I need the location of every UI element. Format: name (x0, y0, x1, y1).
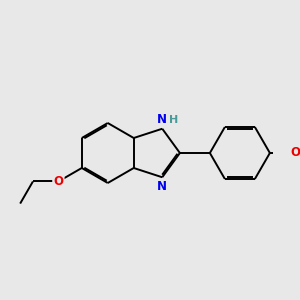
Text: O: O (53, 175, 63, 188)
Text: H: H (169, 115, 178, 125)
Text: O: O (290, 146, 300, 160)
Text: N: N (157, 113, 167, 126)
Text: N: N (157, 180, 167, 193)
